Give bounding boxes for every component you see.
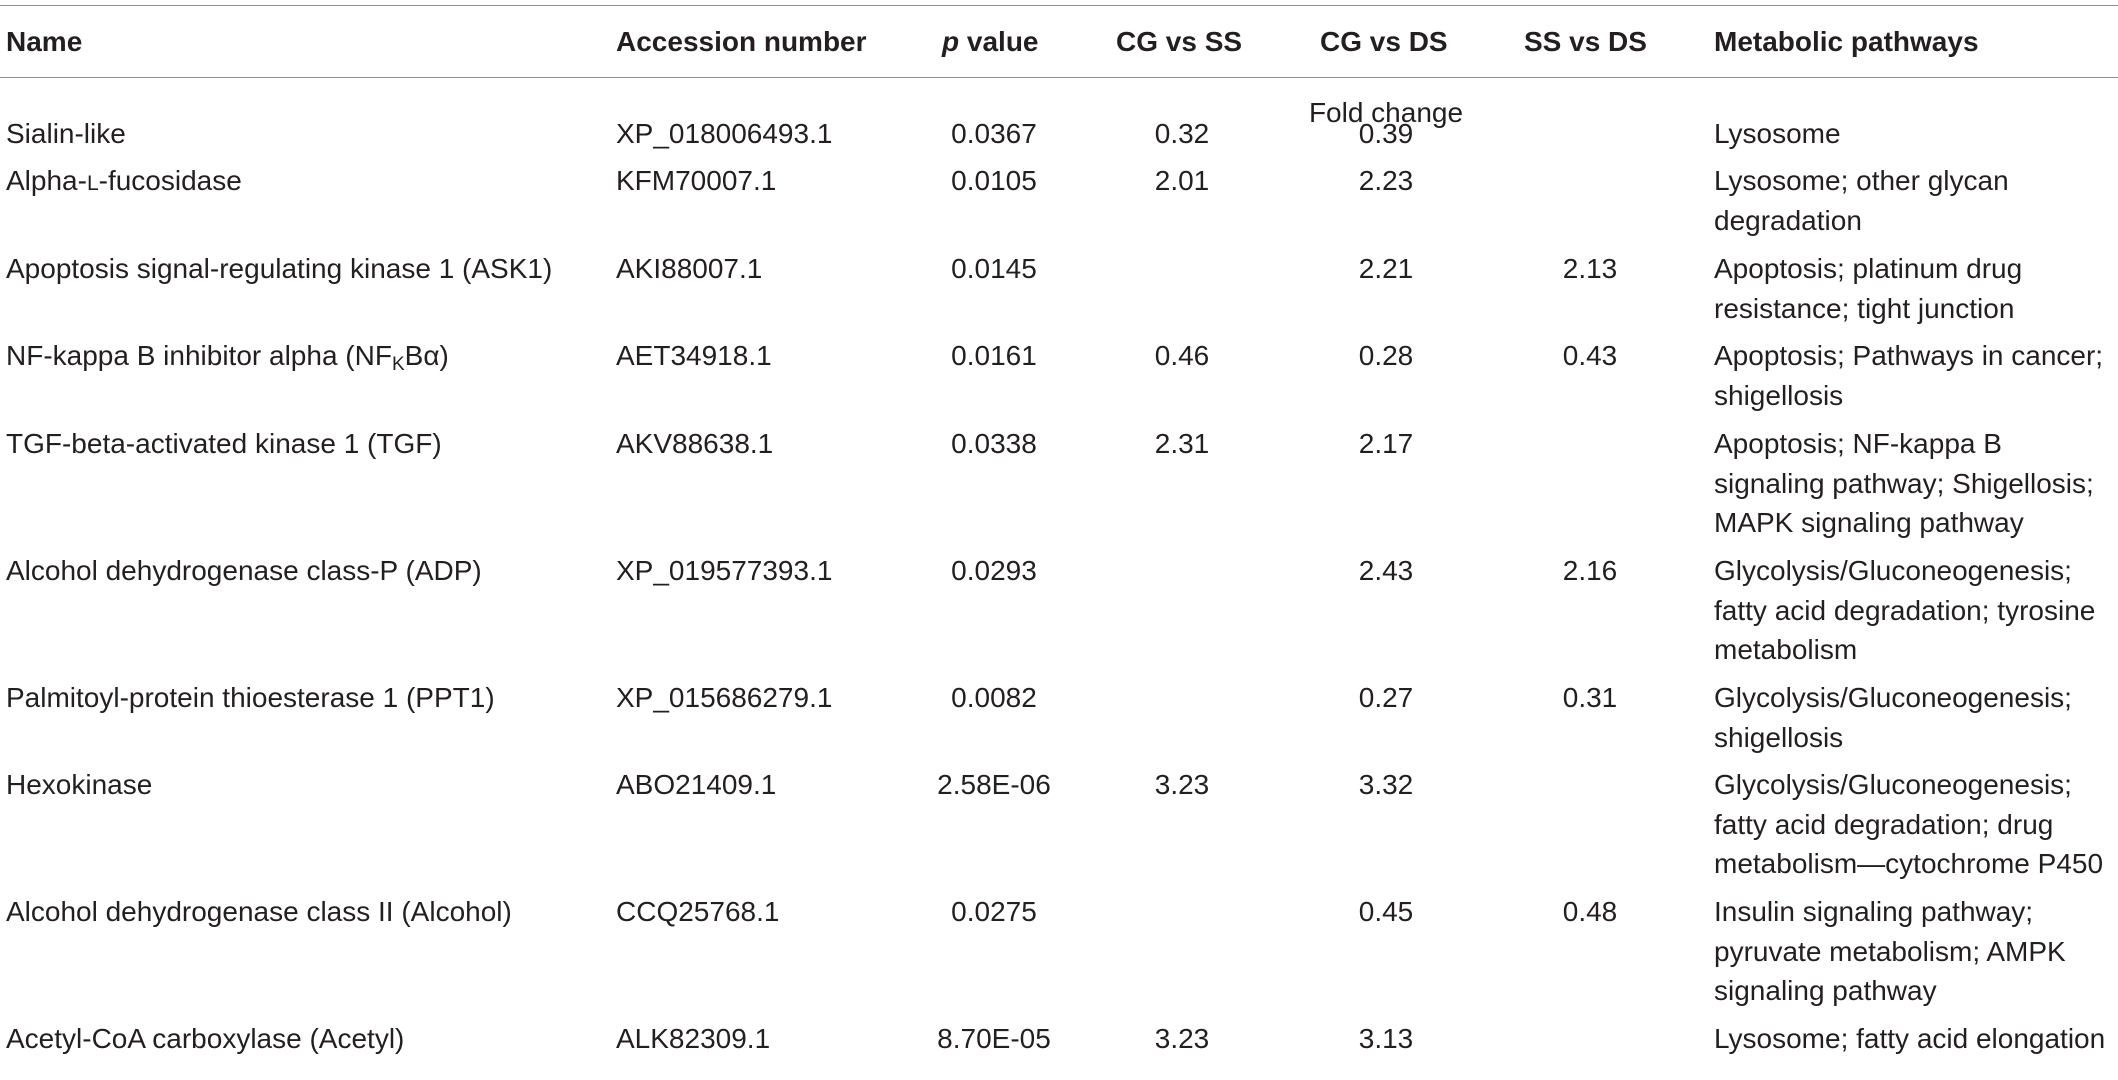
row-p-value: 0.0082: [951, 682, 1037, 714]
row-pathway-line: Apoptosis; NF-kappa B: [1714, 428, 2002, 460]
row-pathway-line: Insulin signaling pathway;: [1714, 896, 2034, 928]
row-cg-vs-ds: 0.28: [1358, 340, 1414, 372]
row-pathway-line: resistance; tight junction: [1714, 292, 2015, 324]
row-pathway-line: metabolism—cytochrome P450: [1714, 848, 2104, 880]
row-name-smallcap: L: [86, 172, 99, 196]
row-name: Hexokinase: [6, 769, 153, 801]
row-pathway-line: Lysosome; fatty acid elongation: [1714, 1023, 2106, 1055]
row-accession: AKI88007.1: [616, 253, 763, 285]
fold-change-subheader: Fold change: [1308, 97, 1464, 128]
row-cg-vs-ds: 2.17: [1358, 428, 1414, 460]
row-cg-vs-ss: 0.46: [1154, 340, 1210, 372]
header-rule: [0, 77, 2118, 78]
top-rule: [0, 5, 2118, 6]
row-accession: KFM70007.1: [616, 165, 777, 197]
row-name: Sialin-like: [6, 118, 126, 150]
row-cg-vs-ds: 0.27: [1358, 682, 1414, 714]
row-pathway-line: fatty acid degradation; tyrosine: [1714, 594, 2096, 626]
row-p-value: 0.0161: [951, 340, 1037, 372]
row-p-value: 0.0275: [951, 896, 1037, 928]
row-name: Alcohol dehydrogenase class-P (ADP): [6, 555, 482, 587]
header-cg-vs-ds: CG vs DS: [1320, 26, 1448, 57]
row-pathway-line: Glycolysis/Gluconeogenesis;: [1714, 682, 2072, 714]
row-cg-vs-ds: 0.45: [1358, 896, 1414, 928]
row-p-value: 0.0293: [951, 555, 1037, 587]
row-accession: ALK82309.1: [616, 1023, 771, 1055]
row-cg-vs-ss: 2.01: [1154, 165, 1210, 197]
row-cg-vs-ss: 3.23: [1154, 769, 1210, 801]
row-p-value: 0.0105: [951, 165, 1037, 197]
row-pathway-line: shigellosis: [1714, 721, 1844, 753]
row-name: Palmitoyl-protein thioesterase 1 (PPT1): [6, 682, 495, 714]
row-name-subscript: K: [391, 354, 405, 376]
row-name-part: -fucosidase: [98, 165, 242, 197]
row-pathway-line: Lysosome; other glycan: [1714, 165, 2009, 197]
row-pathway-line: Apoptosis; platinum drug: [1714, 253, 2023, 285]
row-pathway-line: shigellosis: [1714, 379, 1844, 411]
row-name-part: NF-kappa B inhibitor alpha (NF: [6, 340, 392, 372]
row-name: Alcohol dehydrogenase class II (Alcohol): [6, 896, 512, 928]
row-ss-vs-ds: 2.16: [1562, 555, 1618, 587]
row-accession: AET34918.1: [616, 340, 772, 372]
header-name: Name: [6, 26, 83, 57]
header-p-value: p value: [942, 24, 1039, 60]
row-pathway-line: Glycolysis/Gluconeogenesis;: [1714, 769, 2072, 801]
row-p-value: 0.0338: [951, 428, 1037, 460]
header-accession: Accession number: [616, 26, 867, 57]
header-ss-vs-ds: SS vs DS: [1524, 26, 1647, 57]
row-cg-vs-ds: 2.43: [1358, 555, 1414, 587]
row-pathway-line: signaling pathway; Shigellosis;: [1714, 467, 2094, 499]
row-name: Alpha-L-fucosidase: [6, 161, 242, 204]
row-ss-vs-ds: 0.43: [1562, 340, 1618, 372]
row-pathway-line: pyruvate metabolism; AMPK: [1714, 935, 2066, 967]
row-p-value: 2.58E-06: [937, 769, 1051, 801]
row-name: Acetyl-CoA carboxylase (Acetyl): [6, 1023, 405, 1055]
row-name-part: Bα): [404, 340, 449, 372]
row-name: NF-kappa B inhibitor alpha (NFKBα): [6, 336, 449, 385]
row-p-value: 8.70E-05: [937, 1023, 1051, 1055]
row-cg-vs-ss: 3.23: [1154, 1023, 1210, 1055]
row-pathway-line: fatty acid degradation; drug: [1714, 808, 2054, 840]
row-accession: CCQ25768.1: [616, 896, 780, 928]
row-p-value: 0.0145: [951, 253, 1037, 285]
row-name: TGF-beta-activated kinase 1 (TGF): [6, 428, 442, 460]
row-cg-vs-ss: 0.32: [1154, 118, 1210, 150]
header-p-rest: value: [959, 26, 1039, 57]
row-cg-vs-ss: 2.31: [1154, 428, 1210, 460]
row-p-value: 0.0367: [951, 118, 1037, 150]
row-name: Apoptosis signal-regulating kinase 1 (AS…: [6, 253, 553, 285]
row-pathway-line: Apoptosis; Pathways in cancer;: [1714, 340, 2104, 372]
row-pathway-line: Glycolysis/Gluconeogenesis;: [1714, 555, 2072, 587]
row-pathway-line: degradation: [1714, 204, 1862, 236]
row-accession: ABO21409.1: [616, 769, 777, 801]
row-accession: XP_018006493.1: [616, 118, 833, 150]
row-accession: AKV88638.1: [616, 428, 774, 460]
row-accession: XP_015686279.1: [616, 682, 833, 714]
header-pathways: Metabolic pathways: [1714, 26, 1979, 57]
row-ss-vs-ds: 0.48: [1562, 896, 1618, 928]
header-p-italic: p: [942, 26, 960, 57]
row-ss-vs-ds: 2.13: [1562, 253, 1618, 285]
row-pathway-line: MAPK signaling pathway: [1714, 507, 2024, 539]
row-name-part: Alpha-: [6, 165, 87, 197]
row-cg-vs-ds: 3.13: [1358, 1023, 1414, 1055]
row-ss-vs-ds: 0.31: [1562, 682, 1618, 714]
row-cg-vs-ds: 0.39: [1358, 118, 1414, 150]
row-cg-vs-ds: 3.32: [1358, 769, 1414, 801]
row-pathway-line: metabolism: [1714, 634, 1858, 666]
header-cg-vs-ss: CG vs SS: [1116, 26, 1243, 57]
row-pathway-line: signaling pathway: [1714, 975, 1937, 1007]
row-pathway-line: Lysosome: [1714, 118, 1841, 150]
row-cg-vs-ds: 2.21: [1358, 253, 1414, 285]
row-accession: XP_019577393.1: [616, 555, 833, 587]
row-cg-vs-ds: 2.23: [1358, 165, 1414, 197]
